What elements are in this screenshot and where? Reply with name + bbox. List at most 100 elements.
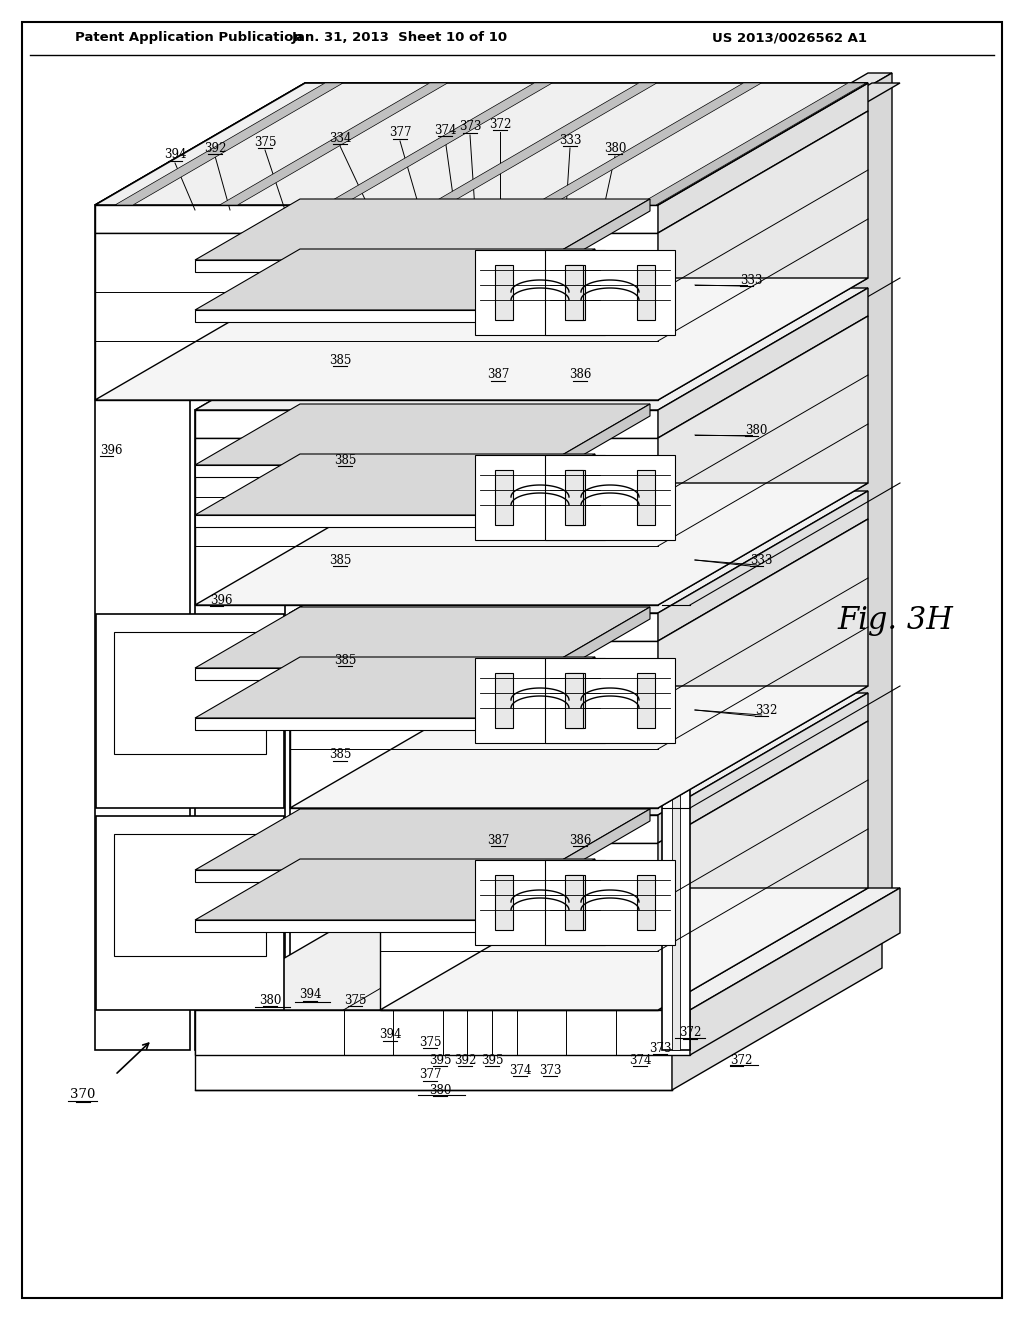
Polygon shape	[195, 288, 868, 411]
Polygon shape	[545, 404, 650, 477]
Text: US 2013/0026562 A1: US 2013/0026562 A1	[713, 32, 867, 45]
Polygon shape	[195, 465, 545, 477]
Polygon shape	[195, 288, 495, 411]
Text: 375: 375	[419, 1035, 441, 1048]
Polygon shape	[495, 265, 513, 319]
Polygon shape	[195, 870, 545, 882]
Polygon shape	[195, 454, 595, 515]
Polygon shape	[95, 83, 400, 205]
Polygon shape	[690, 888, 900, 1055]
Text: 387: 387	[486, 833, 509, 846]
Polygon shape	[195, 888, 900, 1010]
Text: 370: 370	[71, 1089, 95, 1101]
Polygon shape	[638, 83, 866, 205]
Polygon shape	[475, 861, 605, 945]
Polygon shape	[429, 83, 656, 205]
Polygon shape	[195, 438, 658, 605]
Polygon shape	[637, 673, 655, 729]
Text: 372: 372	[730, 1053, 753, 1067]
Polygon shape	[672, 205, 680, 1049]
Text: 373: 373	[649, 1041, 672, 1055]
Polygon shape	[490, 454, 595, 527]
Polygon shape	[195, 411, 658, 438]
Text: 387: 387	[486, 368, 509, 381]
Text: 385: 385	[329, 748, 351, 762]
Text: 386: 386	[568, 368, 591, 381]
Polygon shape	[545, 657, 675, 743]
Text: 334: 334	[479, 314, 502, 326]
Polygon shape	[325, 83, 552, 205]
Polygon shape	[658, 491, 868, 642]
Text: 380: 380	[745, 424, 767, 437]
Polygon shape	[95, 205, 658, 234]
Text: 332: 332	[755, 704, 777, 717]
Polygon shape	[290, 686, 868, 808]
Polygon shape	[637, 875, 655, 931]
Polygon shape	[195, 809, 650, 870]
Polygon shape	[96, 816, 284, 1010]
Polygon shape	[658, 111, 868, 400]
Polygon shape	[545, 455, 675, 540]
Polygon shape	[195, 928, 882, 1049]
Text: 333: 333	[559, 133, 582, 147]
Polygon shape	[95, 83, 868, 205]
Polygon shape	[545, 809, 650, 882]
Text: 377: 377	[389, 127, 412, 140]
Polygon shape	[658, 83, 868, 234]
Text: 396: 396	[210, 594, 232, 606]
Polygon shape	[95, 205, 190, 1049]
Polygon shape	[658, 693, 868, 843]
Polygon shape	[195, 199, 650, 260]
Polygon shape	[658, 721, 868, 1010]
Text: 375: 375	[344, 994, 367, 1006]
Text: 396: 396	[100, 444, 123, 457]
Polygon shape	[195, 607, 650, 668]
Polygon shape	[658, 73, 892, 195]
Text: 386: 386	[568, 673, 591, 686]
Text: 374: 374	[434, 124, 457, 136]
Polygon shape	[545, 861, 675, 945]
Polygon shape	[534, 83, 762, 205]
Polygon shape	[95, 234, 658, 400]
Polygon shape	[490, 859, 595, 932]
Polygon shape	[682, 73, 892, 1049]
Polygon shape	[290, 491, 585, 612]
Text: 387: 387	[486, 673, 509, 686]
Text: 387: 387	[486, 524, 509, 536]
Text: 386: 386	[568, 833, 591, 846]
Text: 392: 392	[204, 141, 226, 154]
Text: 392: 392	[454, 1053, 476, 1067]
Polygon shape	[380, 814, 658, 843]
Polygon shape	[565, 470, 583, 525]
Polygon shape	[290, 491, 868, 612]
Polygon shape	[565, 265, 583, 319]
Polygon shape	[495, 673, 513, 729]
Polygon shape	[490, 657, 595, 730]
Polygon shape	[290, 642, 658, 808]
Polygon shape	[290, 612, 375, 1049]
Polygon shape	[195, 1049, 672, 1090]
Polygon shape	[115, 83, 343, 205]
Polygon shape	[114, 834, 266, 956]
Polygon shape	[380, 693, 868, 814]
Text: 377: 377	[419, 1068, 441, 1081]
Polygon shape	[672, 928, 882, 1090]
Polygon shape	[658, 195, 682, 1049]
Text: 334: 334	[483, 863, 506, 876]
Text: 334: 334	[329, 132, 351, 144]
Text: 375: 375	[254, 136, 276, 149]
Polygon shape	[380, 888, 868, 1010]
Polygon shape	[114, 632, 266, 754]
Polygon shape	[219, 83, 447, 205]
Polygon shape	[195, 859, 595, 920]
Text: 395: 395	[429, 1053, 452, 1067]
Polygon shape	[96, 614, 284, 808]
Text: 385: 385	[334, 653, 356, 667]
Polygon shape	[637, 265, 655, 319]
Text: 374: 374	[629, 1053, 651, 1067]
Polygon shape	[195, 411, 285, 1049]
Polygon shape	[95, 279, 868, 400]
Polygon shape	[545, 199, 650, 272]
Polygon shape	[567, 875, 585, 931]
Polygon shape	[475, 657, 605, 743]
